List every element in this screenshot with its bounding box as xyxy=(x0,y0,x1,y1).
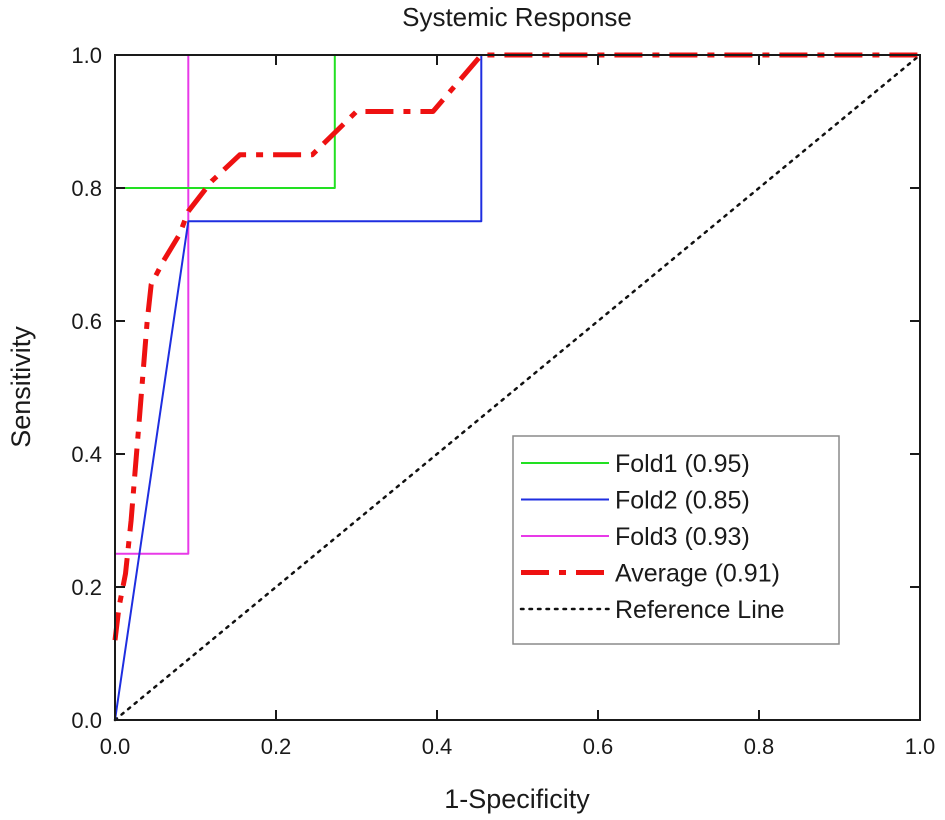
x-tick-label: 0.8 xyxy=(744,734,775,759)
legend-label-fold1-0-95: Fold1 (0.95) xyxy=(615,450,750,478)
legend-label-fold2-0-85: Fold2 (0.85) xyxy=(615,487,750,515)
series-line-average-0-91 xyxy=(112,52,920,641)
y-axis-title: Sensitivity xyxy=(6,326,36,448)
x-tick-label: 0.4 xyxy=(422,734,453,759)
y-tick-label: 1.0 xyxy=(71,43,102,68)
x-tick-label: 0.0 xyxy=(100,734,131,759)
legend-box xyxy=(512,435,840,645)
y-tick-label: 0.2 xyxy=(71,575,102,600)
y-tick-label: 0.4 xyxy=(71,442,102,467)
legend-label-fold3-0-93: Fold3 (0.93) xyxy=(615,523,750,551)
legend-label-average-0-91: Average (0.91) xyxy=(615,560,780,588)
legend-label-reference-line: Reference Line xyxy=(615,596,785,624)
x-tick-label: 1.0 xyxy=(905,734,936,759)
legend: Fold1 (0.95) Fold2 (0.85) Fold3 (0.93) Aver… xyxy=(512,435,840,645)
y-tick-label: 0.6 xyxy=(71,309,102,334)
chart-title: Systemic Response xyxy=(402,2,632,32)
x-axis-title: 1-Specificity xyxy=(444,784,590,814)
y-tick-label: 0.8 xyxy=(71,176,102,201)
series-line-reference-line xyxy=(113,53,922,722)
y-tick-label: 0.0 xyxy=(71,708,102,733)
x-tick-label: 0.6 xyxy=(583,734,614,759)
x-tick-label: 0.2 xyxy=(261,734,292,759)
ticks-layer: 0.0 0.2 0.4 0.6 0.8 1.0 0.0 0.2 0.4 0.6 0.8 1.0 xyxy=(71,43,935,759)
plot-frame xyxy=(114,54,921,721)
